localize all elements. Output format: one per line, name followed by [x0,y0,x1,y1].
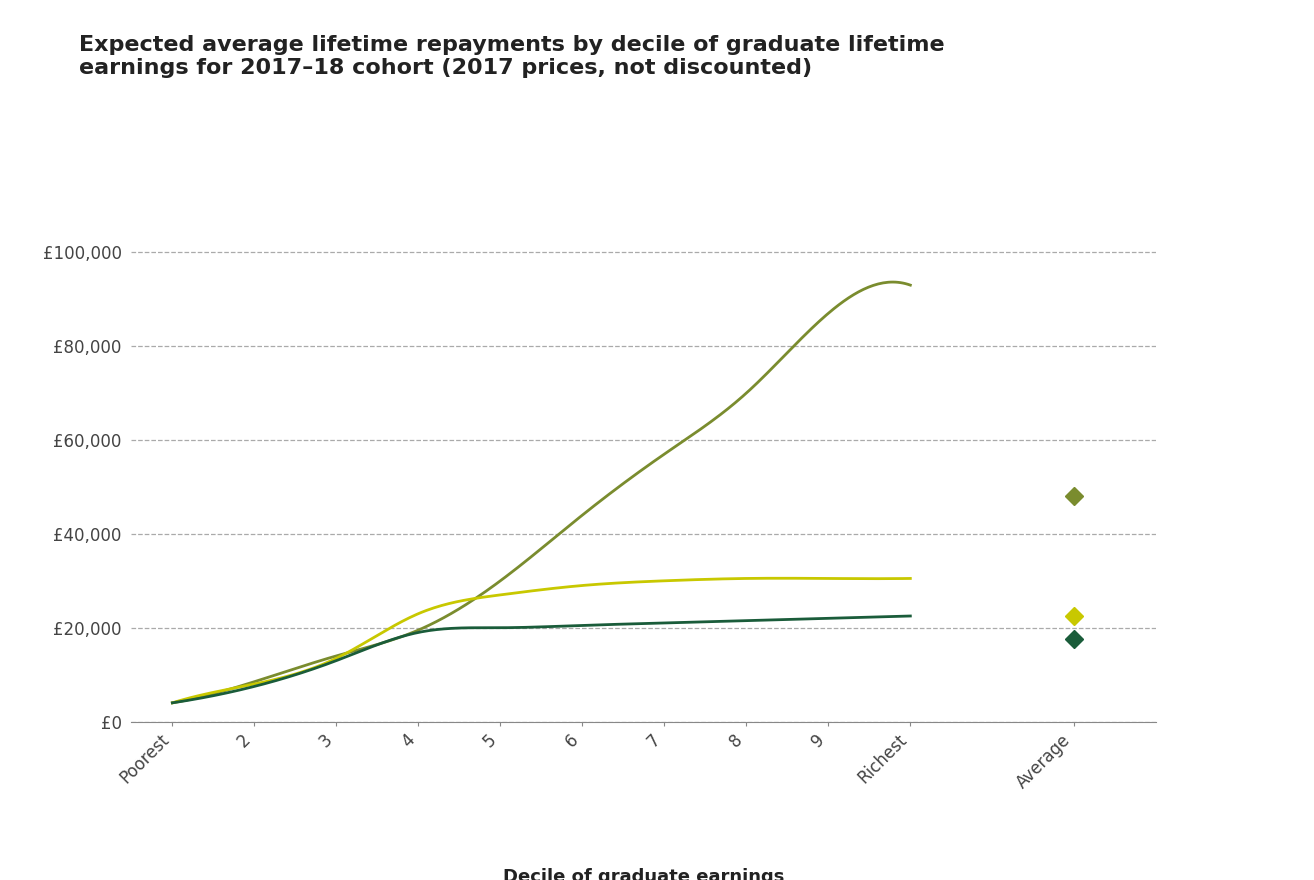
X-axis label: Decile of graduate earnings: Decile of graduate earnings [503,868,784,880]
Text: Expected average lifetime repayments by decile of graduate lifetime
earnings for: Expected average lifetime repayments by … [79,35,945,78]
